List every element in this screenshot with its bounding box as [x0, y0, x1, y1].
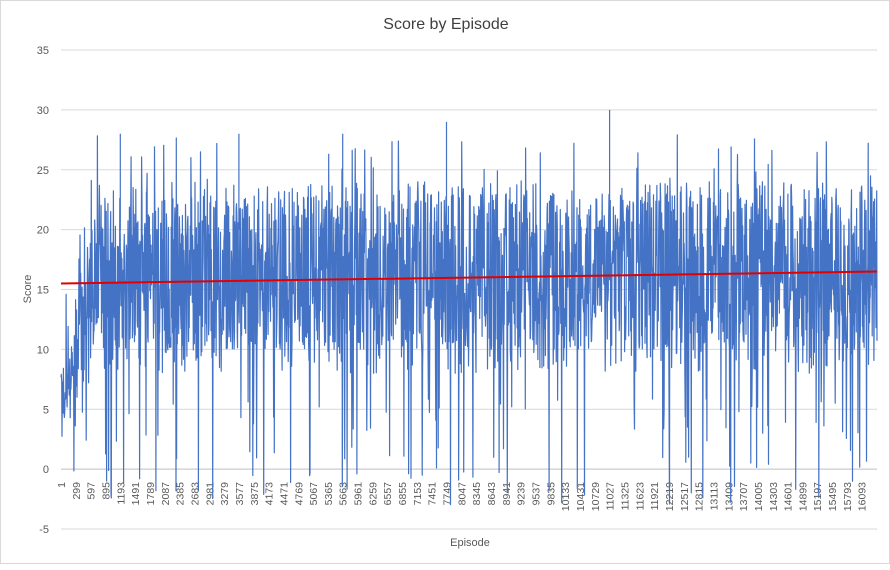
x-tick-label: 8047	[456, 482, 468, 506]
x-tick-label: 13707	[738, 482, 750, 511]
x-tick-label: 7451	[427, 482, 439, 506]
y-tick-label: -5	[39, 524, 49, 536]
x-tick-label: 11325	[619, 482, 631, 511]
x-tick-label: 8643	[486, 482, 498, 506]
x-tick-label: 7749	[442, 482, 454, 506]
x-tick-label: 7153	[412, 482, 424, 506]
y-tick-label: 20	[37, 225, 49, 237]
x-tick-label: 1491	[130, 482, 142, 506]
x-tick-label: 13113	[708, 482, 720, 511]
x-tick-label: 3875	[249, 482, 261, 506]
x-tick-label: 1789	[145, 482, 157, 506]
x-tick-label: 6855	[397, 482, 409, 506]
x-tick-label: 14601	[783, 482, 795, 511]
x-tick-label: 11027	[605, 482, 617, 511]
x-tick-label: 14899	[797, 482, 809, 511]
x-tick-label: 4173	[264, 482, 276, 506]
x-tick-label: 14303	[768, 482, 780, 511]
x-tick-label: 5961	[353, 482, 365, 506]
x-tick-label: 895	[100, 482, 112, 500]
x-axis-label: Episode	[450, 537, 490, 549]
x-tick-label: 2385	[175, 482, 187, 506]
x-tick-label: 3279	[219, 482, 231, 506]
x-tick-label: 4769	[293, 482, 305, 506]
y-tick-label: 25	[37, 165, 49, 177]
x-tick-label: 9537	[531, 482, 543, 506]
x-tick-label: 16093	[857, 482, 869, 511]
y-axis-label: Score	[22, 275, 34, 304]
x-tick-label: 10133	[560, 482, 572, 511]
y-tick-labels: -5 0 5 10 15 20 25 30 35	[37, 45, 49, 536]
x-tick-label: 8941	[501, 482, 513, 506]
y-tick-label: 30	[37, 105, 49, 117]
x-tick-label: 2683	[189, 482, 201, 506]
series-line-score	[60, 109, 878, 506]
x-tick-label: 5365	[323, 482, 335, 506]
x-tick-label: 9239	[516, 482, 528, 506]
x-tick-label: 12517	[679, 482, 691, 511]
x-tick-label: 13409	[723, 482, 735, 511]
x-tick-label: 4471	[278, 482, 290, 506]
x-tick-label: 6259	[367, 482, 379, 506]
x-tick-label: 15495	[827, 482, 839, 511]
x-tick-label: 10729	[590, 482, 602, 511]
x-tick-label: 15793	[842, 482, 854, 511]
x-tick-label: 2087	[160, 482, 172, 506]
x-tick-label: 1	[56, 482, 68, 488]
y-tick-label: 35	[37, 45, 49, 57]
y-tick-label: 10	[37, 344, 49, 356]
y-tick-label: 15	[37, 285, 49, 297]
trend-line	[60, 270, 878, 285]
x-tick-label: 2981	[204, 482, 216, 506]
x-tick-label: 14005	[753, 482, 765, 511]
chart-title: Score by Episode	[383, 16, 509, 33]
x-tick-label: 8345	[471, 482, 483, 506]
x-tick-label: 12815	[694, 482, 706, 511]
y-tick-label: 0	[43, 464, 49, 476]
x-tick-label: 11921	[649, 482, 661, 511]
x-tick-label: 597	[86, 482, 98, 500]
x-tick-labels: 1 299 597 895 1193 1491 1789 2087 2385 2683 2981 32…	[56, 482, 869, 511]
x-tick-label: 3577	[234, 482, 246, 506]
x-tick-label: 5663	[338, 482, 350, 506]
x-tick-label: 9835	[545, 482, 557, 506]
x-tick-label: 1193	[115, 482, 127, 505]
x-tick-label: 11623	[634, 482, 646, 511]
x-tick-label: 5067	[308, 482, 320, 506]
y-tick-label: 5	[43, 404, 49, 416]
x-tick-label: 6557	[382, 482, 394, 506]
x-tick-label: 299	[71, 482, 83, 500]
